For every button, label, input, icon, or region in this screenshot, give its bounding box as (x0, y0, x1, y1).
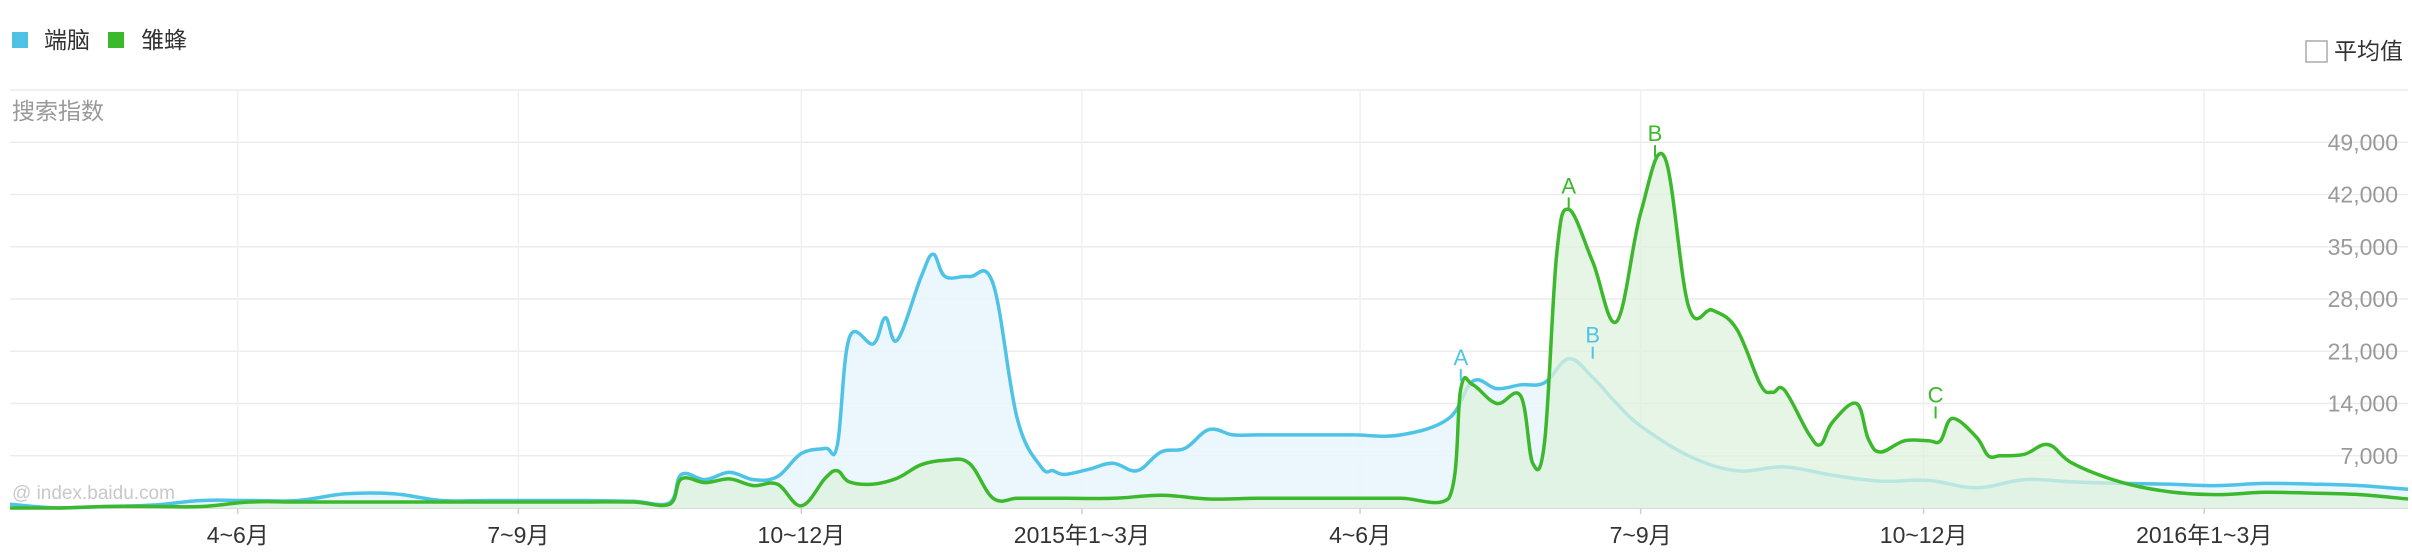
y-tick-labels: 7,000 14,000 21,000 28,000 35,000 42,000 49,00… (2328, 129, 2398, 469)
legend: 端脑 雏蜂 (12, 27, 187, 53)
x-tick-label: 7~9月 (487, 522, 549, 548)
x-tick-label: 4~6月 (207, 522, 269, 548)
y-axis-label: 搜索指数 (12, 98, 104, 124)
series-line-chufeng (10, 151, 2409, 510)
annotation-label: B (1585, 323, 1600, 348)
series-area-duannao (10, 254, 2408, 508)
average-checkbox[interactable] (2305, 40, 2328, 63)
x-tick-label: 2016年1~3月 (2136, 522, 2272, 548)
x-tick-label: 7~9月 (1610, 522, 1672, 548)
x-tick-label: 10~12月 (1880, 522, 1968, 548)
annotations: A B A B C (1453, 121, 1944, 419)
y-tick-label: 49,000 (2328, 129, 2398, 155)
y-tick-label: 7,000 (2340, 443, 2398, 469)
annotation-label: A (1453, 345, 1468, 370)
y-tick-label: 21,000 (2328, 338, 2398, 364)
y-tick-label: 28,000 (2328, 286, 2398, 312)
series-layer (9, 151, 2409, 510)
annotation-label: B (1648, 121, 1663, 146)
average-label: 平均值 (2334, 38, 2403, 64)
x-tick-label: 2015年1~3月 (1014, 522, 1150, 548)
legend-swatch-duannao (12, 32, 28, 48)
legend-label-chufeng: 雏蜂 (141, 27, 187, 53)
average-toggle[interactable]: 平均值 (2305, 38, 2403, 64)
x-tick-label: 4~6月 (1329, 522, 1391, 548)
annotation-label: C (1928, 382, 1944, 407)
legend-label-duannao: 端脑 (44, 27, 90, 53)
y-tick-label: 35,000 (2328, 234, 2398, 260)
x-tick-label: 10~12月 (758, 522, 846, 548)
x-tick-labels: 4~6月 7~9月 10~12月 2015年1~3月 4~6月 7~9月 10~12月 201… (207, 508, 2272, 548)
annotation-label: A (1561, 173, 1576, 198)
legend-swatch-chufeng (108, 32, 124, 48)
watermark: @ index.baidu.com (12, 483, 175, 504)
y-tick-label: 42,000 (2328, 182, 2398, 208)
y-tick-label: 14,000 (2328, 391, 2398, 417)
